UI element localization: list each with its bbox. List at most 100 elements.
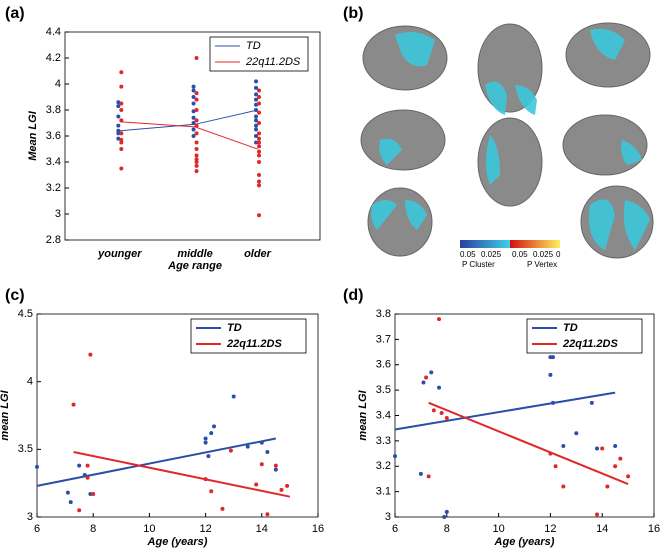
data-point [77,508,82,513]
data-point [116,114,121,119]
legend-label: 22q11.2DS [562,338,618,350]
data-point [116,100,121,105]
data-point [206,454,211,459]
data-point [88,491,93,496]
legend-label: 22q11.2DS [245,56,301,68]
y-tick-label: 2.8 [46,234,61,246]
colorbar-cluster [460,240,510,248]
data-point [257,183,262,188]
highlight [486,135,500,185]
data-point [116,131,121,136]
highlight [379,138,402,165]
plot-frame [36,313,319,518]
data-point [119,147,124,151]
data-point [194,97,199,102]
data-point [191,88,196,93]
y-tick-label: 4 [55,78,61,90]
x-tick-label: older [244,248,272,260]
data-point [116,123,121,128]
data-point [626,474,631,479]
y-tick-label: 3.8 [376,308,391,320]
data-point [257,149,262,154]
y-tick-label: 4.4 [46,26,61,38]
data-point [71,402,76,407]
data-point [91,491,96,496]
data-point [194,91,199,96]
data-point [257,95,262,99]
data-point [119,101,124,106]
data-point [119,84,124,89]
x-tick-label: 16 [648,523,660,535]
y-tick-label: 3 [55,208,61,220]
colorbar-tick: 0.025 [481,250,502,259]
data-point [254,114,259,119]
legend-label: TD [246,40,261,52]
y-tick-label: 3.1 [376,486,391,498]
data-point [257,121,262,125]
data-point [273,467,278,472]
x-tick-label: 14 [256,523,268,535]
data-point [254,118,259,123]
data-point [194,123,199,128]
data-point [119,118,124,123]
data-point [191,95,196,99]
y-tick-label: 3 [27,511,33,523]
data-point [442,515,447,519]
data-point [77,463,82,468]
fit-line [394,391,616,431]
x-axis-label: Age (years) [147,536,208,548]
data-point [194,108,199,112]
data-point [257,131,262,136]
y-axis-label: mean LGI [0,389,11,440]
x-tick-label: 8 [90,523,96,535]
data-point [194,118,199,123]
data-point [254,85,259,90]
data-point [561,484,566,489]
data-point [257,101,262,106]
data-point [68,500,73,505]
brain-view [360,109,446,171]
data-point [119,70,124,75]
x-tick-label: 12 [544,523,556,535]
x-tick-label: 16 [312,523,324,535]
fit-line [428,401,629,485]
data-point [265,450,270,455]
highlight [621,140,642,165]
data-point [257,173,262,177]
data-point [439,410,444,415]
data-point [437,317,442,322]
series-line [119,109,258,132]
y-tick-label: 3.6 [46,130,61,142]
data-point [418,471,423,476]
data-point [595,446,600,451]
data-point [194,140,199,145]
y-tick-label: 3.2 [46,182,61,194]
data-point [119,131,124,136]
highlight [589,199,650,250]
x-tick-label: 10 [492,523,504,535]
highlight [395,31,435,67]
data-point [228,448,233,453]
y-tick-label: 3 [385,511,391,523]
data-point [613,464,618,469]
data-point [550,355,555,360]
data-point [119,166,124,171]
y-tick-label: 3.4 [46,156,61,168]
legend-label: TD [227,322,242,334]
data-point [257,179,262,184]
data-point [421,380,426,385]
data-point [548,372,553,377]
data-point [203,440,208,445]
data-point [194,160,199,164]
data-point [191,134,196,138]
data-point [426,474,431,479]
x-tick-label: 14 [596,523,608,535]
fit-line [73,451,291,498]
x-axis-label: Age range [167,260,222,272]
brain-panel: (b) 0.05 0.025 0.05 0.025 0 P Clus [343,5,654,269]
highlight [485,81,537,115]
data-point [431,408,436,413]
data-point [245,444,250,449]
data-point [574,431,579,436]
panel-label: (c) [5,287,25,304]
